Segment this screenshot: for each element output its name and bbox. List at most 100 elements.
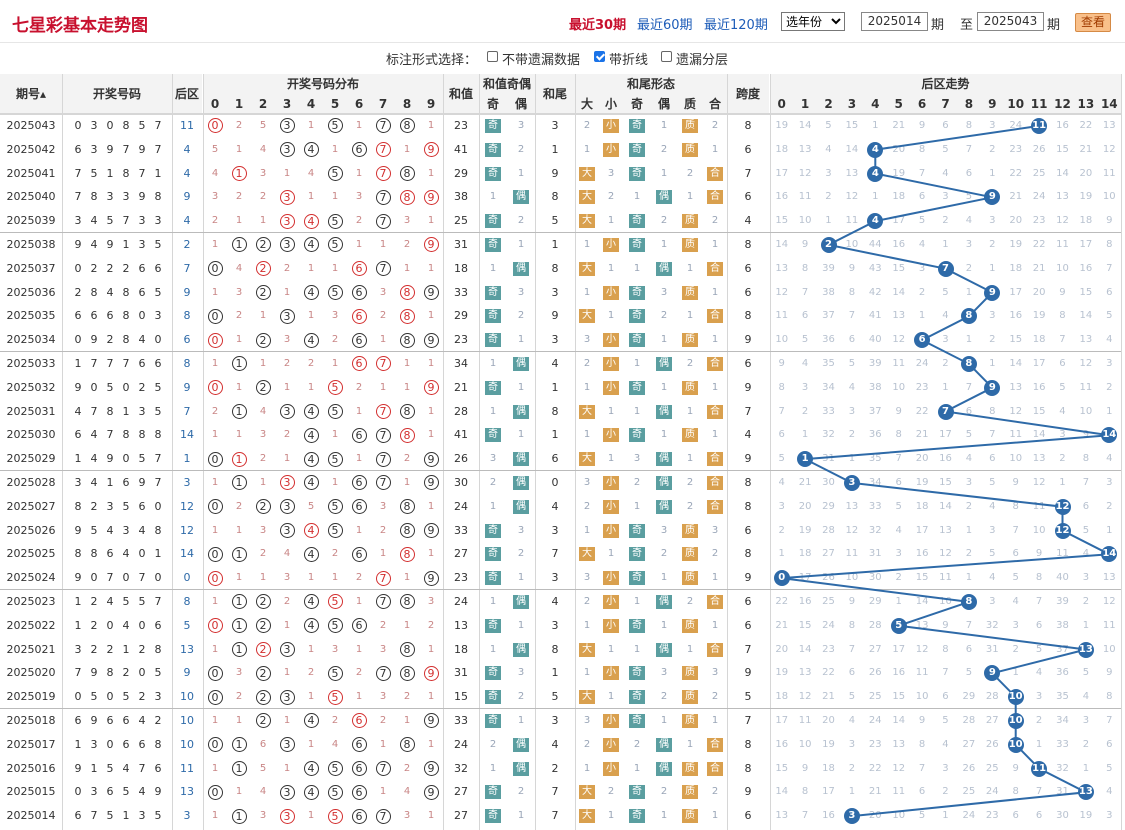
no-missing-checkbox[interactable] <box>487 51 498 62</box>
layered-missing-label[interactable]: 遗漏分层 <box>676 53 729 68</box>
dist-miss: 1 <box>355 596 363 607</box>
draw-digit: 0 <box>122 380 130 394</box>
trend-miss: 20 <box>868 810 882 822</box>
header-dist-digit: 5 <box>323 94 347 114</box>
dist-miss: 3 <box>259 429 267 441</box>
dist-hit: 3 <box>279 142 295 158</box>
trend-miss: 17 <box>939 429 952 441</box>
dist-miss: 1 <box>235 143 243 155</box>
draw-digit: 5 <box>154 238 162 251</box>
sum-oe-miss: 2 <box>517 143 525 155</box>
shape-miss: 3 <box>660 667 668 679</box>
sum-oe-miss: 1 <box>489 643 497 655</box>
sum-even-tag: 偶 <box>513 737 529 752</box>
dist-hit: 6 <box>351 761 367 776</box>
trend-miss: 3 <box>1106 477 1113 488</box>
draw-digit: 8 <box>122 119 130 132</box>
draw-digit: 8 <box>74 499 82 513</box>
sum-odd-tag: 奇 <box>485 142 501 157</box>
span-cell: 6 <box>744 595 752 608</box>
trend-ball: 9 <box>984 379 1001 396</box>
dist-miss: 1 <box>259 215 267 227</box>
polyline-checkbox[interactable] <box>594 51 605 62</box>
shape-miss: 1 <box>660 167 668 179</box>
back-number: 13 <box>180 785 194 799</box>
trend-miss: 11 <box>1102 167 1116 179</box>
dist-hit: 0 <box>207 689 223 705</box>
draw-digit: 3 <box>154 690 162 704</box>
header-issue[interactable]: 期号▴ <box>0 74 62 114</box>
trend-miss: 1 <box>801 429 809 441</box>
trend-miss: 12 <box>892 762 906 774</box>
draw-digit: 4 <box>122 618 130 632</box>
draw-digit: 1 <box>74 452 82 466</box>
dist-miss: 1 <box>427 167 435 179</box>
dist-miss: 1 <box>427 215 435 227</box>
trend-miss: 4 <box>1106 453 1113 465</box>
sum-even-tag: 偶 <box>513 761 529 776</box>
trend-miss: 5 <box>1012 572 1019 584</box>
link-recent-60[interactable]: 最近60期 <box>637 18 693 33</box>
view-button[interactable]: 查看 <box>1075 13 1111 32</box>
draw-digit: 7 <box>138 761 146 775</box>
dist-miss: 1 <box>427 310 435 322</box>
trend-miss: 20 <box>892 143 906 155</box>
trend-miss: 10 <box>845 239 859 250</box>
dist-hit: 1 <box>231 237 247 253</box>
dist-miss: 1 <box>235 215 243 227</box>
no-missing-label[interactable]: 不带遗漏数据 <box>502 53 581 68</box>
column-divider <box>727 74 728 830</box>
trend-miss: 6 <box>1106 738 1113 750</box>
dist-miss: 3 <box>355 191 363 203</box>
dist-miss: 1 <box>403 262 411 274</box>
dist-miss: 1 <box>211 715 219 726</box>
trend-miss: 28 <box>822 524 835 536</box>
span-cell: 6 <box>744 357 752 370</box>
dist-hit: 9 <box>423 285 439 300</box>
issue-cell: 2025020 <box>6 666 56 680</box>
layered-missing-checkbox[interactable] <box>661 51 672 62</box>
draw-digit: 4 <box>138 714 146 727</box>
trend-miss: 13 <box>1079 334 1093 346</box>
trend-miss: 8 <box>1012 786 1019 798</box>
shape-miss: 1 <box>711 381 719 393</box>
shape-tag: 质 <box>682 523 698 538</box>
draw-digit: 8 <box>106 404 114 418</box>
polyline-label[interactable]: 带折线 <box>609 53 649 68</box>
trend-miss: 2 <box>1082 596 1090 607</box>
span-cell: 8 <box>744 119 752 132</box>
trend-miss: 10 <box>798 215 812 227</box>
shape-miss: 2 <box>660 143 668 155</box>
from-issue-input[interactable]: 2025014 <box>861 12 928 31</box>
shape-miss: 1 <box>711 239 719 250</box>
trend-miss: 2 <box>1059 453 1066 465</box>
dist-hit-repeat: 8 <box>399 285 415 300</box>
link-recent-30[interactable]: 最近30期 <box>569 18 627 33</box>
draw-digit: 8 <box>154 642 162 656</box>
dist-hit: 7 <box>375 808 391 824</box>
draw-digit: 0 <box>74 261 82 275</box>
trend-miss: 32 <box>868 524 882 536</box>
draw-digit: 1 <box>122 404 130 418</box>
draw-digit: 0 <box>74 119 82 132</box>
year-select[interactable]: 选年份 <box>781 12 845 31</box>
trend-miss: 22 <box>915 405 929 417</box>
to-issue-input[interactable]: 2025043 <box>977 12 1044 31</box>
dist-miss: 2 <box>235 691 243 703</box>
dist-miss: 6 <box>259 738 267 750</box>
dist-miss: 2 <box>235 500 243 512</box>
shape-tag: 偶 <box>656 475 672 490</box>
trend-miss: 16 <box>1009 310 1023 322</box>
shape-tag: 小 <box>603 380 619 395</box>
dist-miss: 1 <box>211 239 219 250</box>
trend-miss: 15 <box>845 120 859 131</box>
trend-miss: 22 <box>822 667 835 679</box>
dist-miss: 2 <box>331 715 339 726</box>
span-cell: 7 <box>744 404 752 418</box>
trend-miss: 9 <box>918 120 926 131</box>
dist-hit: 4 <box>303 142 319 158</box>
link-recent-120[interactable]: 最近120期 <box>704 18 768 33</box>
span-cell: 9 <box>744 666 752 680</box>
dist-hit: 6 <box>351 427 367 443</box>
page-header: 七星彩基本走势图 最近30期 最近60期 最近120期 选年份 2025014 … <box>0 0 1125 43</box>
